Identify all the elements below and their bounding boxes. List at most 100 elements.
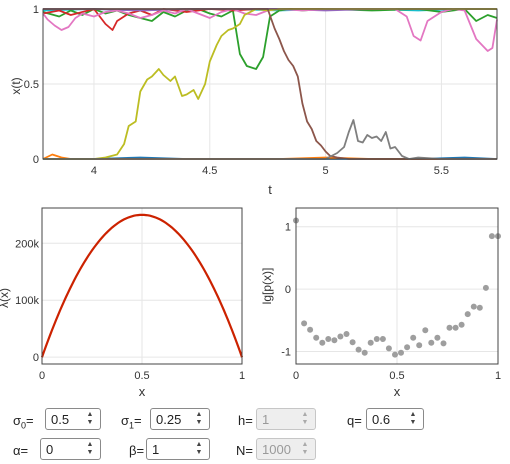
n-spinbox: 1000 ▲ ▼ — [256, 438, 316, 460]
log-density-point — [367, 339, 374, 346]
log-density-y-tick-label: 0 — [285, 284, 291, 296]
q-label: q= — [347, 413, 362, 428]
alpha-up-arrow-icon[interactable]: ▲ — [86, 441, 94, 448]
q-spinbox[interactable]: 0.6 ▲ ▼ — [366, 408, 424, 430]
h-up-arrow-icon: ▲ — [301, 411, 309, 418]
trajectory-series-line — [43, 119, 497, 160]
log-density-grid — [295, 208, 499, 364]
lambda-xlabel: x — [139, 384, 146, 399]
trajectory-x-tick-label: 5.5 — [434, 165, 449, 177]
log-density-point — [464, 311, 471, 318]
log-density-point — [398, 349, 404, 356]
trajectory-x-tick-label: 5 — [323, 165, 329, 177]
sigma1-up-arrow-icon[interactable]: ▲ — [195, 411, 203, 418]
log-density-x-tick-label: 0.5 — [389, 370, 404, 382]
sigma0-spinbox[interactable]: 0.5 ▲ ▼ — [45, 408, 101, 430]
log-density-point — [488, 233, 495, 240]
sigma0-up-arrow-icon[interactable]: ▲ — [86, 411, 94, 418]
log-density-point — [331, 337, 338, 344]
sigma1-down-arrow-icon[interactable]: ▼ — [195, 419, 203, 426]
log-density-ticks: 0 0.5 110-1 — [281, 222, 501, 382]
trajectory-series-line — [43, 8, 497, 160]
n-up-arrow-icon: ▲ — [301, 441, 309, 448]
log-density-point — [392, 351, 398, 358]
log-density-point — [410, 334, 417, 341]
log-density-point — [355, 346, 362, 353]
trajectory-xlabel: t — [268, 182, 272, 197]
log-density-y-tick-label: -1 — [281, 347, 291, 359]
log-density-point — [319, 339, 326, 346]
n-label: N= — [236, 443, 253, 458]
log-density-point — [452, 324, 459, 331]
alpha-value[interactable]: 0 — [46, 441, 54, 457]
trajectory-x-tick-label: 4.5 — [202, 165, 217, 177]
log-density-point — [313, 334, 320, 341]
beta-up-arrow-icon[interactable]: ▲ — [195, 441, 203, 448]
log-density-point — [307, 326, 314, 333]
log-density-point — [482, 284, 489, 291]
sigma1-value[interactable]: 0.25 — [156, 411, 182, 427]
trajectory-y-tick-label: 1 — [33, 4, 39, 16]
log-density-point — [385, 345, 392, 352]
lambda-grid — [41, 208, 243, 364]
q-down-arrow-icon[interactable]: ▼ — [409, 419, 417, 426]
h-spinbox: 1 ▲ ▼ — [256, 408, 316, 430]
beta-stepper[interactable]: ▲ ▼ — [192, 439, 206, 459]
lambda-y-tick-label: 200k — [15, 238, 39, 250]
trajectory-grid — [43, 8, 497, 160]
sigma0-stepper[interactable]: ▲ ▼ — [83, 409, 97, 429]
log-density-point — [325, 336, 332, 342]
log-density-point — [440, 340, 447, 347]
lambda-plot-frame — [41, 207, 243, 365]
n-down-arrow-icon: ▼ — [301, 449, 309, 456]
trajectory-chart: 4 4.5 5 5.5 0 0.5 1 x(t) t — [9, 4, 498, 197]
log-density-point — [337, 333, 344, 340]
log-density-ylabel: lg[p(x)] — [260, 268, 274, 305]
log-density-point — [422, 327, 429, 334]
trajectory-x-tick-label: 4 — [91, 165, 97, 177]
q-up-arrow-icon[interactable]: ▲ — [409, 411, 417, 418]
beta-value[interactable]: 1 — [152, 441, 160, 457]
q-value[interactable]: 0.6 — [372, 411, 391, 427]
log-density-point — [416, 342, 423, 349]
sigma0-down-arrow-icon[interactable]: ▼ — [86, 419, 94, 426]
beta-down-arrow-icon[interactable]: ▼ — [195, 449, 203, 456]
h-label: h= — [238, 413, 253, 428]
log-density-point — [446, 324, 453, 331]
log-density-point — [343, 331, 350, 337]
log-density-point — [301, 320, 308, 327]
h-down-arrow-icon: ▼ — [301, 419, 309, 426]
lambda-x-tick-label: 0.5 — [134, 370, 149, 382]
log-density-point — [458, 321, 465, 328]
log-density-point — [293, 217, 299, 224]
trajectory-ylabel: x(t) — [9, 77, 23, 94]
q-stepper[interactable]: ▲ ▼ — [406, 409, 420, 429]
h-value: 1 — [262, 411, 270, 427]
alpha-label: α= — [13, 443, 29, 458]
lambda-ticks: 0 0.5 1 0 100k 200k — [15, 238, 245, 382]
lambda-curve — [40, 213, 244, 358]
n-stepper: ▲ ▼ — [298, 439, 312, 459]
log-density-plot-frame — [295, 207, 499, 365]
log-density-point — [434, 334, 441, 341]
lambda-ylabel: λ(x) — [0, 288, 11, 308]
h-stepper: ▲ ▼ — [298, 409, 312, 429]
trajectory-series-line — [42, 8, 498, 52]
sigma1-spinbox[interactable]: 0.25 ▲ ▼ — [150, 408, 210, 430]
alpha-stepper[interactable]: ▲ ▼ — [83, 439, 97, 459]
sigma1-stepper[interactable]: ▲ ▼ — [192, 409, 206, 429]
log-density-points — [293, 217, 501, 358]
sigma1-label: σ1= — [121, 413, 142, 431]
log-density-x-tick-label: 0 — [293, 370, 299, 382]
beta-label: β= — [129, 443, 145, 458]
sigma0-value[interactable]: 0.5 — [51, 411, 70, 427]
log-density-y-tick-label: 1 — [285, 222, 291, 234]
sigma0-label: σ0= — [13, 413, 34, 431]
log-density-point — [349, 339, 356, 346]
n-value: 1000 — [262, 441, 291, 457]
log-density-xlabel: x — [394, 384, 401, 399]
alpha-spinbox[interactable]: 0 ▲ ▼ — [40, 438, 101, 460]
lambda-y-tick-label: 100k — [15, 295, 39, 307]
beta-spinbox[interactable]: 1 ▲ ▼ — [146, 438, 210, 460]
alpha-down-arrow-icon[interactable]: ▼ — [86, 449, 94, 456]
